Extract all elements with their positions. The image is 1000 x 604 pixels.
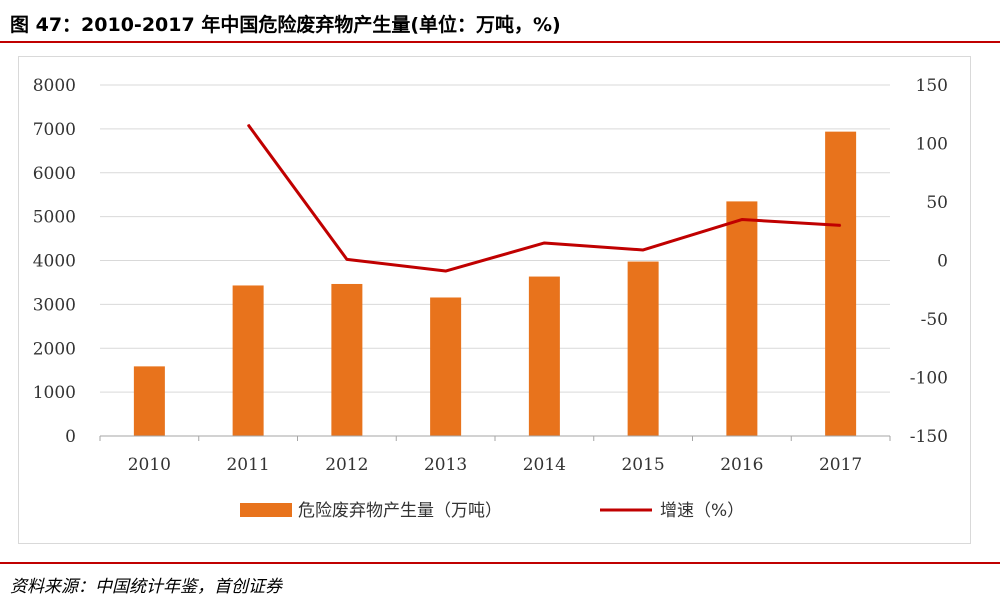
y-left-tick-label: 5000 xyxy=(33,208,76,228)
y-left-tick-label: 4000 xyxy=(33,252,76,272)
bar xyxy=(430,297,462,436)
y-left-tick-label: 8000 xyxy=(33,76,76,96)
y-left-tick-label: 7000 xyxy=(33,120,76,140)
line-series xyxy=(246,123,842,273)
line-point xyxy=(543,242,545,244)
legend-line-label: 增速（%） xyxy=(660,501,744,521)
chart-frame xyxy=(18,56,971,544)
x-tick-label: 2010 xyxy=(128,455,171,475)
axes: 010002000300040005000600070008000-150-10… xyxy=(33,76,948,475)
y-right-tick-label: -150 xyxy=(910,427,948,447)
x-tick-label: 2011 xyxy=(226,455,269,475)
y-right-tick-label: 150 xyxy=(916,76,948,96)
y-left-tick-label: 2000 xyxy=(33,339,76,359)
bottom-divider xyxy=(0,562,1000,564)
top-divider xyxy=(0,41,1000,43)
bar xyxy=(232,285,264,436)
y-right-tick-label: 0 xyxy=(937,252,948,272)
bar xyxy=(133,366,165,436)
x-tick-label: 2012 xyxy=(325,455,368,475)
bar-series xyxy=(133,131,857,436)
y-left-tick-label: 0 xyxy=(65,427,76,447)
bar xyxy=(726,201,758,436)
bar xyxy=(528,276,560,436)
x-tick-label: 2013 xyxy=(424,455,467,475)
x-tick-label: 2014 xyxy=(523,455,566,475)
y-right-tick-label: -50 xyxy=(921,310,948,330)
x-tick-label: 2015 xyxy=(621,455,664,475)
y-right-tick-label: 50 xyxy=(926,193,948,213)
y-right-tick-label: 100 xyxy=(916,135,948,155)
line-point xyxy=(445,270,447,272)
y-right-tick-label: -100 xyxy=(910,369,948,389)
legend-bar-swatch xyxy=(240,503,292,517)
line-point xyxy=(346,258,348,260)
y-left-tick-label: 1000 xyxy=(33,383,76,403)
bar xyxy=(825,131,857,436)
x-tick-label: 2017 xyxy=(819,455,862,475)
line-point xyxy=(642,249,644,251)
x-tick-label: 2016 xyxy=(720,455,763,475)
legend: 危险废弃物产生量（万吨） 增速（%） xyxy=(240,501,744,521)
line-point xyxy=(840,224,842,226)
y-left-tick-label: 6000 xyxy=(33,164,76,184)
source-note: 资料来源：中国统计年鉴，首创证券 xyxy=(10,577,282,597)
y-left-tick-label: 3000 xyxy=(33,295,76,315)
bar xyxy=(331,283,363,436)
line-point xyxy=(741,219,743,221)
line-point xyxy=(247,124,249,126)
legend-bar-label: 危险废弃物产生量（万吨） xyxy=(298,501,502,521)
gridlines xyxy=(100,84,890,437)
bar xyxy=(627,261,659,436)
chart-title: 图 47：2010-2017 年中国危险废弃物产生量(单位：万吨，%) xyxy=(10,14,561,36)
